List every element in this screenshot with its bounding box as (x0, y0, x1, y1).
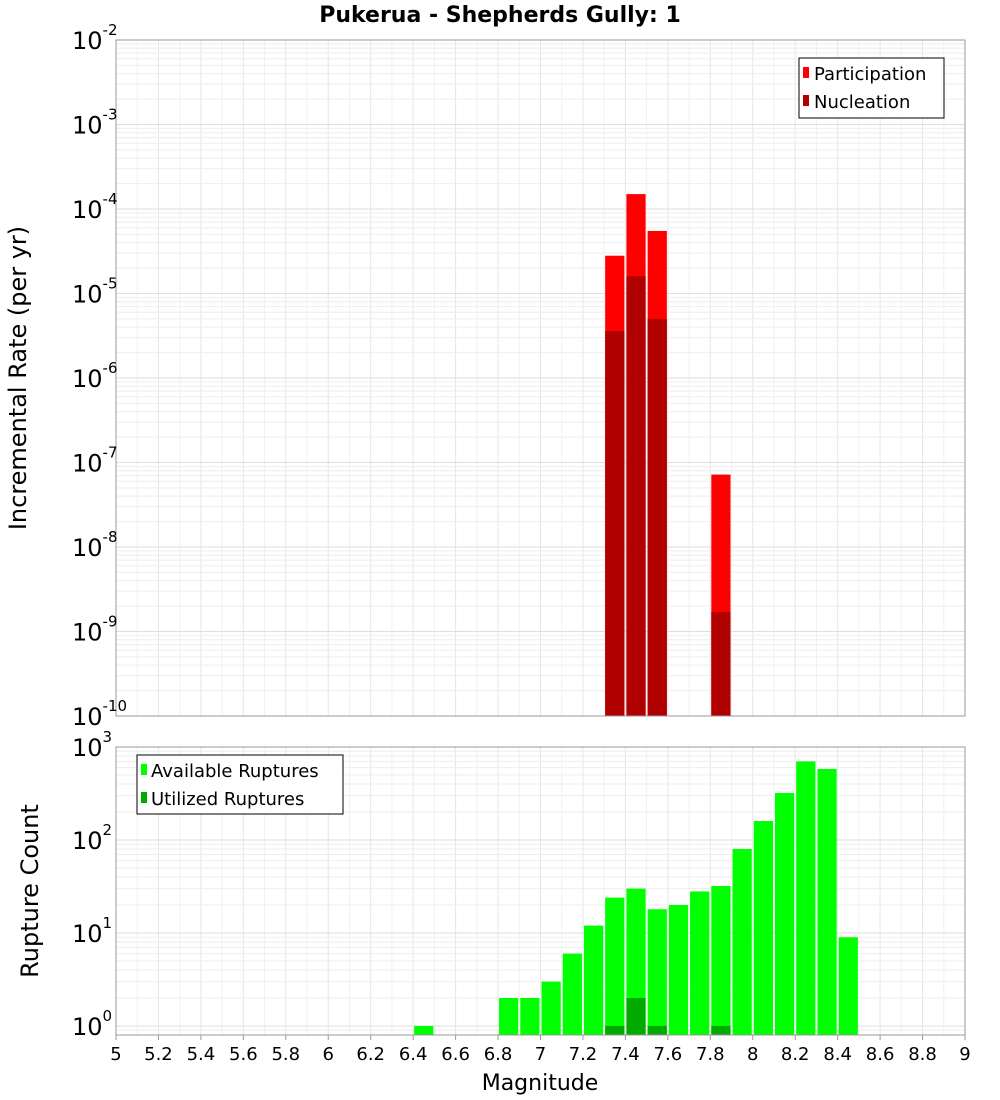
bottom-bar-available-ruptures (711, 886, 731, 1035)
bottom-bar-available-ruptures (583, 925, 604, 1035)
bottom-bar-available-ruptures (499, 997, 519, 1035)
top-bar-nucleation (605, 330, 625, 716)
bottom-bar-available-ruptures (414, 1025, 434, 1035)
x-tick-label: 7.2 (569, 1044, 598, 1065)
bottom-bar-available-ruptures (774, 793, 795, 1035)
x-axis-label: Magnitude (482, 1071, 599, 1096)
legend-swatch-nucleation (803, 95, 809, 106)
top-legend-box (798, 57, 945, 119)
legend-label-available-ruptures: Available Ruptures (151, 761, 319, 782)
x-tick-label: 6.4 (399, 1044, 428, 1065)
x-tick-label: 7 (535, 1044, 546, 1065)
top-grid (115, 39, 966, 717)
top-y-tick-label: 10-3 (72, 106, 118, 140)
top-bar-nucleation (647, 318, 667, 716)
x-tick-label: 8.4 (823, 1044, 852, 1065)
x-tick-label: 5.2 (144, 1044, 173, 1065)
x-tick-label: 7.6 (654, 1044, 683, 1065)
top-legend: Participation Nucleation (798, 57, 945, 119)
bottom-y-tick-label: 103 (72, 728, 112, 762)
bottom-y-tick-label: 101 (72, 914, 112, 948)
bottom-bar-available-ruptures (753, 821, 773, 1035)
legend-swatch-utilized-ruptures (141, 792, 147, 803)
bottom-bar-available-ruptures (838, 937, 858, 1035)
bottom-bar-available-ruptures (817, 769, 837, 1035)
legend-label-nucleation: Nucleation (814, 92, 910, 113)
bottom-bar-available-ruptures (541, 981, 561, 1035)
x-tick-label: 7.4 (611, 1044, 640, 1065)
chart-title: Pukerua - Shepherds Gully: 1 (319, 3, 681, 28)
top-bars (605, 194, 731, 717)
top-bar-nucleation (626, 276, 646, 716)
bottom-bar-available-ruptures (647, 909, 667, 1035)
legend-label-participation: Participation (814, 64, 926, 85)
x-tick-label: 8.6 (866, 1044, 895, 1065)
top-y-tick-label: 10-7 (72, 444, 118, 478)
top-plot-frame (115, 39, 966, 717)
x-tick-label: 5.8 (271, 1044, 300, 1065)
bottom-bar-available-ruptures (605, 897, 625, 1035)
top-y-tick-label: 10-9 (72, 613, 118, 647)
top-y-ticks: 10-2 10-3 10-4 10-5 10-6 10-7 10-8 10-9 10-10 (72, 21, 127, 731)
legend-swatch-participation (803, 67, 809, 78)
top-y-tick-label: 10-5 (72, 275, 118, 309)
legend-swatch-available-ruptures (141, 764, 147, 775)
x-tick-label: 8.8 (908, 1044, 937, 1065)
bottom-bar-available-ruptures (690, 891, 710, 1035)
x-tick-label: 9 (959, 1044, 970, 1065)
top-y-tick-label: 10-4 (72, 190, 118, 224)
bottom-bar-available-ruptures (668, 904, 689, 1035)
bottom-y-tick-label: 100 (72, 1007, 112, 1041)
bottom-bars (414, 761, 858, 1035)
bottom-bar-available-ruptures (562, 953, 582, 1035)
bottom-bar-available-ruptures (796, 761, 816, 1035)
bottom-y-ticks: 103 102 101 100 (72, 728, 112, 1041)
top-y-axis-label: Incremental Rate (per yr) (4, 226, 32, 530)
x-tick-label: 8 (747, 1044, 758, 1065)
x-tick-label: 6.8 (484, 1044, 513, 1065)
x-tick-label: 8.2 (781, 1044, 810, 1065)
x-tick-label: 6 (323, 1044, 334, 1065)
top-y-tick-label: 10-10 (72, 697, 127, 731)
bottom-bar-available-ruptures (732, 849, 752, 1035)
x-tick-label: 6.6 (441, 1044, 470, 1065)
bottom-y-tick-label: 102 (72, 821, 112, 855)
bottom-bar-utilized-ruptures (711, 1025, 731, 1035)
x-tick-label: 7.8 (696, 1044, 725, 1065)
bottom-bar-utilized-ruptures (647, 1025, 667, 1035)
bottom-legend-box (136, 754, 344, 815)
x-tick-label: 6.2 (356, 1044, 385, 1065)
x-tick-label: 5.6 (229, 1044, 258, 1065)
x-ticks: 5 5.2 5.4 5.6 5.8 6 6.2 6.4 6.6 6.8 7 7.2 7.4 7.6 7.8 8… (110, 1035, 971, 1065)
bottom-bar-utilized-ruptures (626, 997, 646, 1035)
top-y-tick-label: 10-6 (72, 359, 118, 393)
x-tick-label: 5 (110, 1044, 121, 1065)
bottom-bar-utilized-ruptures (605, 1025, 625, 1035)
legend-label-utilized-ruptures: Utilized Ruptures (151, 789, 304, 810)
x-tick-label: 5.4 (187, 1044, 216, 1065)
top-y-tick-label: 10-2 (72, 21, 118, 55)
bottom-y-axis-label: Rupture Count (16, 804, 44, 978)
bottom-legend: Available Ruptures Utilized Ruptures (136, 754, 344, 815)
top-bar-nucleation (711, 612, 731, 716)
top-y-tick-label: 10-8 (72, 528, 118, 562)
bottom-bar-available-ruptures (520, 997, 540, 1035)
